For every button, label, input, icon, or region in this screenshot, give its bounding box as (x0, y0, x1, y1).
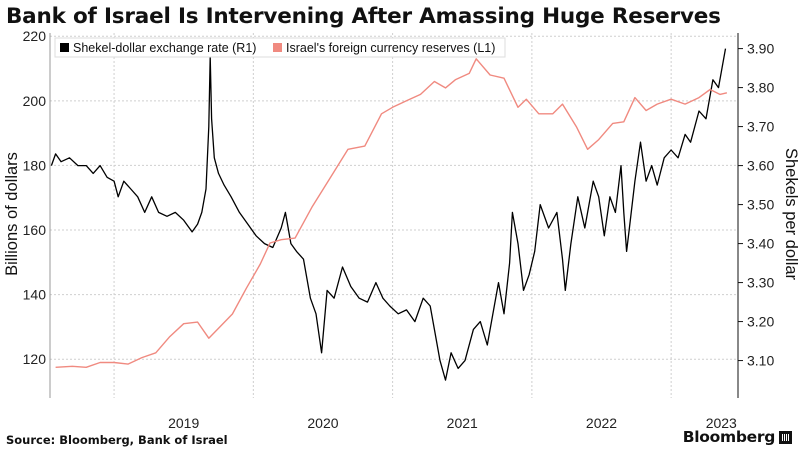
right-tick-label: 3.30 (747, 275, 774, 291)
x-tick-label: 2023 (706, 415, 737, 431)
brand-terminal-icon (779, 430, 792, 444)
right-axis-ticks: 3.90 3.80 3.70 3.60 3.50 3.40 3.30 3.20 3.10 (738, 41, 774, 369)
legend-item-fx: Shekel-dollar exchange rate (R1) (73, 41, 256, 55)
brand-name: Bloomberg (682, 428, 776, 446)
legend: Shekel-dollar exchange rate (R1) Israel'… (54, 37, 506, 58)
right-tick-label: 3.40 (747, 236, 774, 252)
right-tick-label: 3.20 (747, 314, 774, 330)
x-tick-label: 2021 (447, 415, 478, 431)
x-axis-ticks: 2019 2020 2021 2022 2023 (168, 415, 737, 431)
left-tick-label: 220 (23, 28, 47, 44)
gridlines (50, 33, 738, 398)
right-tick-label: 3.80 (747, 80, 774, 96)
left-tick-label: 120 (23, 351, 47, 367)
left-tick-label: 180 (23, 157, 47, 173)
x-tick-label: 2020 (307, 415, 338, 431)
right-tick-label: 3.60 (747, 158, 774, 174)
x-tick-label: 2019 (168, 415, 199, 431)
source-note: Source: Bloomberg, Bank of Israel (6, 433, 228, 447)
right-tick-label: 3.50 (747, 197, 774, 213)
right-tick-label: 3.90 (747, 41, 774, 57)
left-axis-label: Billions of dollars (3, 152, 21, 276)
chart-title: Bank of Israel Is Intervening After Amas… (6, 4, 721, 29)
right-tick-label: 3.10 (747, 353, 774, 369)
reserves-series-line (55, 58, 728, 368)
right-tick-label: 3.70 (747, 119, 774, 135)
left-tick-label: 160 (23, 222, 47, 238)
legend-swatch-fx (60, 43, 69, 52)
fx-rate-series-line (50, 48, 727, 381)
left-tick-label: 200 (23, 93, 47, 109)
x-tick-label: 2022 (586, 415, 617, 431)
series-lines (50, 48, 728, 381)
legend-item-reserves: Israel's foreign currency reserves (L1) (286, 41, 495, 55)
legend-swatch-reserves (273, 43, 282, 52)
left-axis-ticks: 220 200 180 160 140 120 (23, 28, 47, 367)
left-tick-label: 140 (23, 287, 47, 303)
brand-logo: Bloomberg (683, 428, 792, 446)
right-axis-label: Shekels per dollar (782, 148, 800, 281)
